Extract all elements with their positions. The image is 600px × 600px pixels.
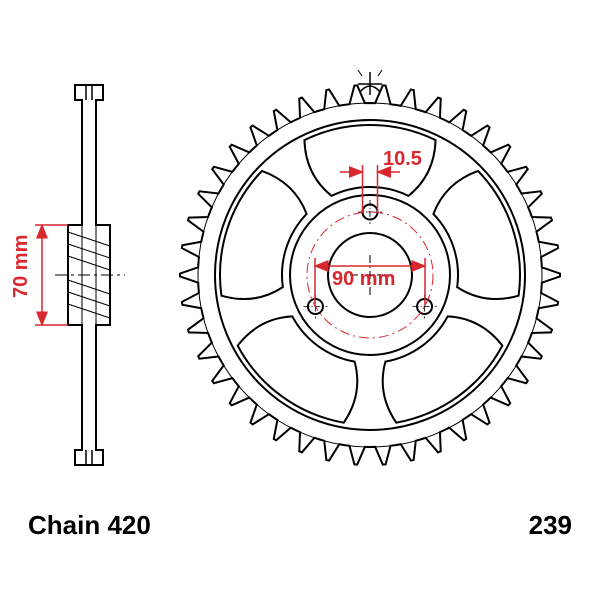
side-view <box>55 85 125 465</box>
diagram-container: 70 mm 90 mm 10.5 Chain 420 239 <box>0 0 600 600</box>
chain-spec-label: Chain 420 <box>28 510 151 541</box>
part-number-label: 239 <box>529 510 572 541</box>
alignment-mark-icon <box>358 70 382 95</box>
dimension-10-5-label: 10.5 <box>383 148 422 171</box>
dimension-70mm-label: 70 mm <box>10 235 33 298</box>
dimension-90mm-label: 90 mm <box>332 268 395 291</box>
